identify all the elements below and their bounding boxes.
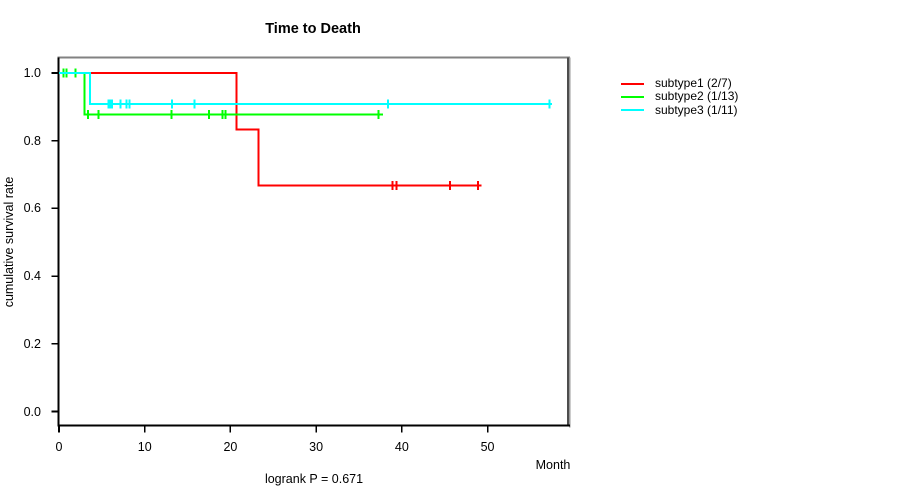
y-axis-title: cumulative survival rate <box>2 176 16 308</box>
legend-label-subtype2: subtype2 (1/13) <box>655 89 739 104</box>
legend: subtype1 (2/7) subtype2 (1/13) subtype3 … <box>621 77 738 117</box>
logrank-p-annotation: logrank P = 0.671 <box>264 472 364 486</box>
y-tick-label-0.6: 0.6 <box>23 201 41 216</box>
y-tick-label-0.2: 0.2 <box>23 336 41 351</box>
x-tick-label-20: 20 <box>223 440 238 454</box>
x-tick-label-50: 50 <box>480 440 495 454</box>
legend-row-subtype3: subtype3 (1/11) <box>621 102 738 117</box>
y-tick-label-0: 0.0 <box>23 404 41 419</box>
y-tick-label-1: 1.0 <box>23 66 41 80</box>
y-tick-label-0.8: 0.8 <box>23 133 41 148</box>
x-axis-title: Month <box>535 458 571 472</box>
km-curve-1 <box>59 72 482 187</box>
legend-line-subtype1 <box>621 82 644 85</box>
legend-row-subtype2: subtype2 (1/13) <box>621 90 738 103</box>
legend-row-subtype1: subtype1 (2/7) <box>621 77 738 90</box>
legend-line-subtype3 <box>621 109 644 112</box>
km-curve-3 <box>59 72 552 105</box>
x-tick-label-30: 30 <box>309 440 324 454</box>
x-tick-label-40: 40 <box>394 440 409 454</box>
legend-label-subtype1: subtype1 (2/7) <box>655 76 732 91</box>
legend-line-subtype2 <box>621 95 644 98</box>
x-tick-label-10: 10 <box>137 440 152 454</box>
km-curve-2 <box>59 72 383 116</box>
y-tick-label-0.4: 0.4 <box>23 269 41 284</box>
chart-title: Time to Death <box>265 21 361 37</box>
legend-label-subtype3: subtype3 (1/11) <box>655 102 738 117</box>
x-tick-label-0: 0 <box>55 440 63 454</box>
